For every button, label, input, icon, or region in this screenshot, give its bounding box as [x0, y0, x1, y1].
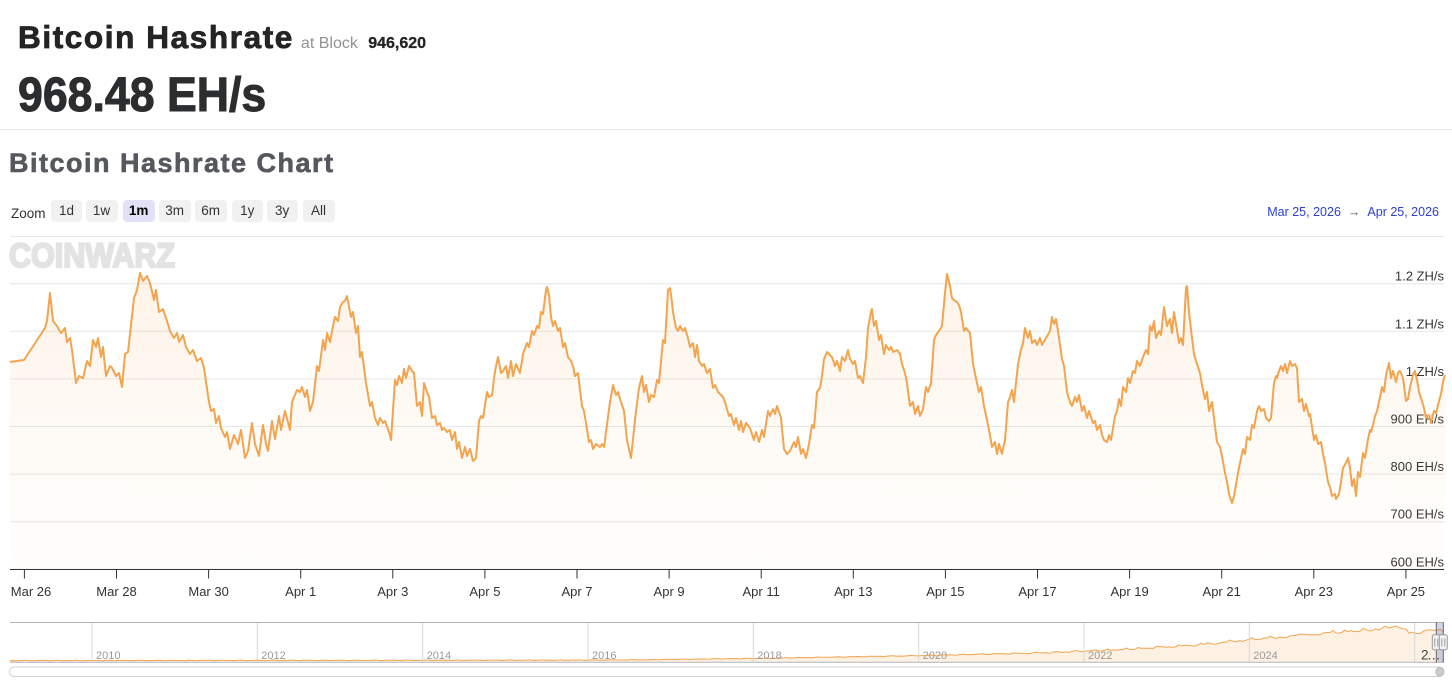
- svg-text:Apr 3: Apr 3: [377, 584, 408, 599]
- svg-text:Mar 30: Mar 30: [188, 584, 228, 599]
- svg-text:Apr 5: Apr 5: [469, 584, 500, 599]
- svg-text:2024: 2024: [1253, 650, 1277, 662]
- svg-text:2018: 2018: [757, 650, 781, 662]
- svg-text:1 ZH/s: 1 ZH/s: [1406, 364, 1445, 379]
- svg-text:1.1 ZH/s: 1.1 ZH/s: [1395, 316, 1445, 331]
- svg-text:Apr 19: Apr 19: [1110, 584, 1148, 599]
- svg-text:Apr 25: Apr 25: [1387, 584, 1425, 599]
- svg-text:2012: 2012: [261, 650, 285, 662]
- svg-text:Apr 11: Apr 11: [743, 584, 780, 599]
- svg-text:2020: 2020: [923, 650, 947, 662]
- svg-text:2014: 2014: [427, 650, 451, 662]
- svg-text:Apr 9: Apr 9: [654, 584, 685, 599]
- svg-text:2016: 2016: [592, 650, 616, 662]
- svg-text:2…: 2…: [1421, 648, 1439, 663]
- svg-text:COINWARZ: COINWARZ: [9, 236, 175, 274]
- svg-text:2022: 2022: [1088, 650, 1112, 662]
- svg-text:1.2 ZH/s: 1.2 ZH/s: [1395, 269, 1445, 284]
- svg-text:Apr 15: Apr 15: [926, 584, 964, 599]
- svg-text:Apr 13: Apr 13: [834, 584, 872, 599]
- svg-text:2010: 2010: [96, 650, 120, 662]
- svg-text:Apr 1: Apr 1: [285, 584, 316, 599]
- svg-text:Mar 28: Mar 28: [96, 584, 136, 599]
- svg-text:Apr 21: Apr 21: [1203, 584, 1241, 599]
- svg-text:Apr 17: Apr 17: [1018, 584, 1056, 599]
- svg-text:Apr 7: Apr 7: [561, 584, 592, 599]
- svg-text:Apr 23: Apr 23: [1295, 584, 1333, 599]
- svg-text:Mar 26: Mar 26: [11, 584, 51, 599]
